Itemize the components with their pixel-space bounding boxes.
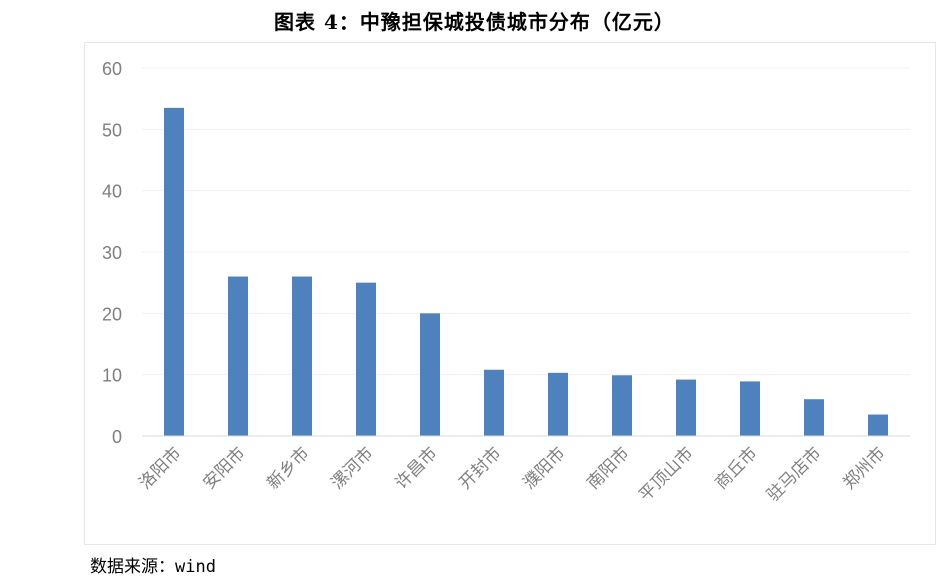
bars xyxy=(164,107,888,436)
y-tick-label: 60 xyxy=(102,59,122,79)
x-tick-label: 漯河市 xyxy=(327,443,377,493)
bar-8 xyxy=(676,379,696,436)
bar-6 xyxy=(548,372,568,436)
bar-4 xyxy=(420,313,440,436)
source-note: 数据来源：wind xyxy=(90,557,216,577)
x-tick-label: 郑州市 xyxy=(839,443,889,493)
y-tick-label: 40 xyxy=(102,182,122,202)
y-axis-ticks: 0 10 20 30 40 50 60 xyxy=(102,59,122,447)
x-tick-label: 许昌市 xyxy=(391,443,441,493)
bar-2 xyxy=(292,276,312,436)
bar-5 xyxy=(484,369,504,436)
y-tick-label: 0 xyxy=(112,427,122,447)
bar-0 xyxy=(164,107,184,436)
bar-9 xyxy=(740,381,760,436)
y-tick-label: 50 xyxy=(102,120,122,140)
y-tick-label: 20 xyxy=(102,304,122,324)
x-tick-label: 南阳市 xyxy=(583,443,633,493)
x-tick-label: 安阳市 xyxy=(199,443,249,493)
y-tick-label: 10 xyxy=(102,366,122,386)
bar-1 xyxy=(228,276,248,436)
x-axis-ticks: 洛阳市 安阳市 新乡市 漯河市 许昌市 开封市 濮阳市 南阳市 平顶山市 商丘市 驻马店市 郑州市 xyxy=(135,443,889,505)
x-tick-label: 平顶山市 xyxy=(635,443,697,505)
bar-7 xyxy=(612,375,632,436)
x-tick-label: 濮阳市 xyxy=(519,443,569,493)
y-tick-label: 30 xyxy=(102,243,122,263)
bar-3 xyxy=(356,282,376,436)
x-tick-label: 驻马店市 xyxy=(763,443,825,505)
x-tick-label: 商丘市 xyxy=(711,443,761,493)
bar-11 xyxy=(868,414,888,436)
gridlines xyxy=(142,67,910,376)
bar-10 xyxy=(804,399,824,436)
x-tick-label: 新乡市 xyxy=(263,443,313,493)
chart-title: 图表 4：中豫担保城投债城市分布（亿元） xyxy=(274,10,675,34)
x-tick-label: 开封市 xyxy=(455,443,505,493)
x-tick-label: 洛阳市 xyxy=(135,443,185,493)
chart-frame xyxy=(84,42,936,545)
